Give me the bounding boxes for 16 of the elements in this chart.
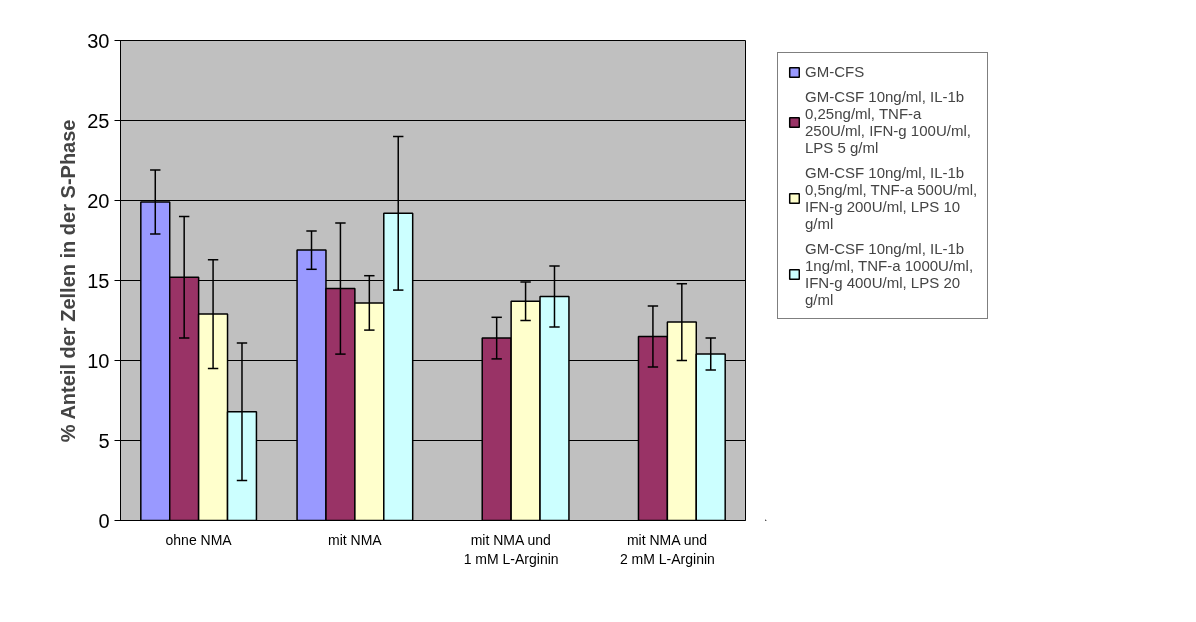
legend-label: GM-CFS bbox=[805, 63, 865, 80]
y-tick-label: 20 bbox=[87, 189, 110, 212]
x-tick-label: mit NMA bbox=[328, 531, 383, 548]
y-tick-label: 30 bbox=[87, 29, 110, 52]
x-tick-label: mit NMA und 1 mM L-Arginin bbox=[463, 531, 559, 567]
y-tick-label: 25 bbox=[87, 109, 110, 132]
x-tick-label: ohne NMA bbox=[165, 531, 233, 548]
y-axis-title: % Anteil der Zellen in der S-Phase bbox=[57, 119, 80, 443]
x-tick-label: mit NMA und 2 mM L-Arginin bbox=[619, 531, 715, 567]
legend-label: GM-CSF 10ng/ml, IL-1b 0,5ng/ml, TNF-a 500U/ml, IFN-g 200U/ml, LPS 10 g/ml bbox=[805, 164, 978, 232]
y-tick-label: 5 bbox=[98, 429, 110, 452]
legend-label: GM-CSF 10ng/ml, IL-1b 0,25ng/ml, TNF-a 250U/ml, IFN-g 100U/ml, LPS 5 g/ml bbox=[805, 88, 971, 156]
y-tick-label: 15 bbox=[87, 269, 110, 292]
y-tick-label: 10 bbox=[87, 349, 110, 372]
y-tick-label: 0 bbox=[98, 509, 110, 532]
legend-label: GM-CSF 10ng/ml, IL-1b 1ng/ml, TNF-a 1000U/ml, IFN-g 400U/ml, LPS 20 g/ml bbox=[805, 240, 974, 308]
